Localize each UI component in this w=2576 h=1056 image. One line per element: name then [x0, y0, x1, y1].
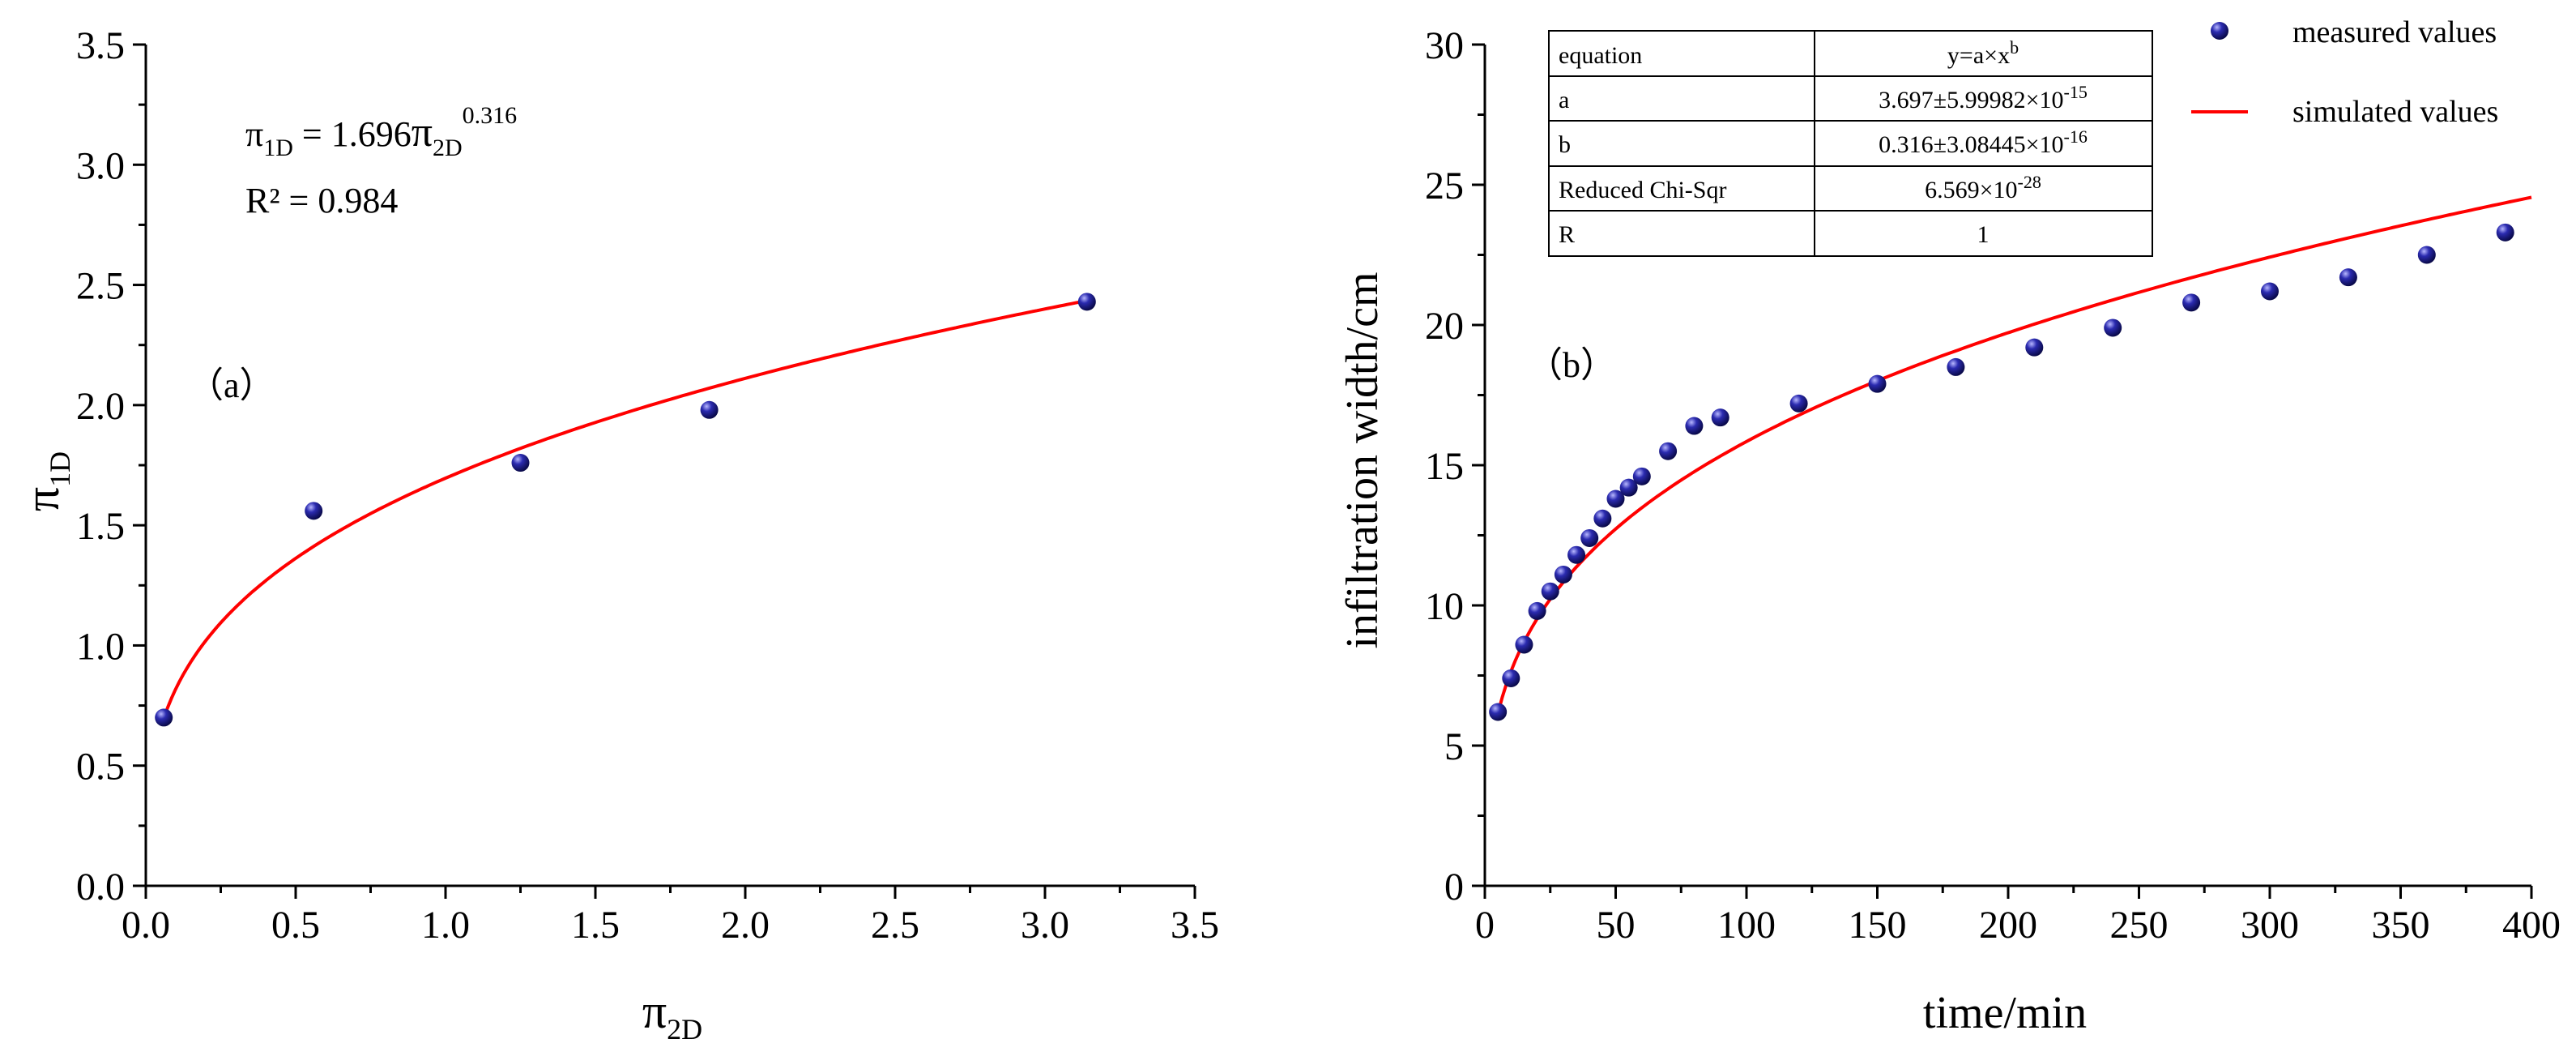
table-label-b: b	[1559, 131, 1571, 158]
legend-simulated-label: simulated values	[2292, 95, 2498, 129]
data-point	[2025, 338, 2044, 357]
y-tick-label: 0.0	[76, 866, 125, 909]
y-tick-label: 0.5	[76, 746, 125, 789]
x-tick-label: 0.5	[271, 904, 320, 947]
y-tick-label: 0	[1444, 866, 1464, 909]
x-tick-label: 300	[2241, 904, 2299, 947]
chart-b-panel-label: （b）	[1527, 345, 1616, 385]
fit-curve-line	[1496, 195, 2532, 714]
table-border	[1548, 30, 2153, 257]
data-point	[1947, 357, 1965, 376]
x-tick-label: 0.0	[122, 904, 170, 947]
chart-b-x-axis-title: time/min	[1923, 988, 2087, 1038]
x-tick-label: 50	[1597, 904, 1636, 947]
data-point	[2339, 268, 2357, 287]
x-tick-label: 1.5	[571, 904, 620, 947]
data-point	[1685, 417, 1704, 435]
table-value-b: 0.316±3.08445×10-16	[1879, 126, 2088, 158]
x-tick-label: 2.0	[721, 904, 770, 947]
data-point	[1528, 601, 1546, 620]
data-point	[700, 400, 719, 419]
y-tick-label: 15	[1425, 445, 1464, 488]
data-point	[1711, 408, 1729, 427]
legend-measured-label: measured values	[2292, 15, 2497, 49]
data-point	[1554, 565, 1572, 584]
table-label-equation: equation	[1559, 42, 1642, 69]
data-point	[2182, 293, 2201, 312]
y-tick-label: 1.5	[76, 505, 125, 548]
chart-a-x-axis-title: π2D	[642, 985, 702, 1045]
table-value-r: 1	[1977, 221, 1990, 248]
x-tick-label: 150	[1849, 904, 1907, 947]
chart-a: π1D = 1.696π2D0.316 R² = 0.984 （a） π2D π…	[15, 24, 1219, 1045]
data-point	[2496, 223, 2514, 242]
data-point	[305, 502, 323, 520]
y-tick-label: 20	[1425, 305, 1464, 348]
x-tick-label: 0	[1475, 904, 1495, 947]
x-tick-label: 1.0	[421, 904, 470, 947]
table-label-chi-sqr: Reduced Chi-Sqr	[1559, 177, 1726, 203]
x-tick-label: 200	[1979, 904, 2037, 947]
data-point	[2417, 246, 2436, 264]
x-tick-label: 400	[2502, 904, 2561, 947]
data-point	[1632, 467, 1651, 485]
chart-b-legend: measured values simulated values	[2191, 15, 2498, 129]
y-tick-label: 25	[1425, 165, 1464, 207]
data-point	[511, 454, 530, 472]
data-point	[1502, 669, 1520, 687]
chart-a-panel-label: （a）	[188, 366, 275, 405]
data-point	[2104, 319, 2122, 337]
table-value-equation: y=a×xb	[1947, 37, 2019, 69]
table-value-a: 3.697±5.99982×10-15	[1879, 82, 2088, 113]
chart-b-y-axis-title: infiltration width/cm	[1337, 271, 1388, 648]
data-point	[1567, 545, 1586, 564]
x-tick-label: 100	[1717, 904, 1776, 947]
fit-curve-line	[162, 298, 1088, 719]
x-tick-label: 3.0	[1021, 904, 1069, 947]
data-point	[1077, 293, 1096, 311]
y-tick-label: 30	[1425, 24, 1464, 67]
data-point	[1659, 442, 1678, 460]
x-tick-label: 250	[2110, 904, 2169, 947]
chart-a-r-squared: R² = 0.984	[245, 181, 398, 220]
chart-a-y-axis-title: π1D	[15, 451, 76, 511]
data-point	[1515, 635, 1533, 654]
chart-a-equation: π1D = 1.696π2D0.316	[245, 102, 517, 161]
y-tick-label: 5	[1444, 725, 1464, 768]
y-tick-label: 1.0	[76, 625, 125, 668]
data-point	[1580, 528, 1599, 547]
data-point	[1606, 490, 1625, 508]
y-tick-label: 3.0	[76, 144, 125, 187]
y-tick-label: 2.5	[76, 265, 125, 308]
data-point	[2261, 282, 2279, 301]
x-tick-label: 350	[2372, 904, 2430, 947]
data-point	[1541, 582, 1559, 601]
data-point	[1789, 394, 1808, 413]
y-tick-label: 10	[1425, 585, 1464, 628]
data-point	[1619, 478, 1638, 497]
fit-parameter-table: equation y=a×xb a 3.697±5.99982×10-15 b …	[1548, 30, 2153, 257]
data-point	[155, 708, 173, 727]
y-tick-label: 3.5	[76, 24, 125, 67]
table-label-a: a	[1559, 87, 1569, 113]
data-point	[1868, 374, 1887, 393]
y-tick-label: 2.0	[76, 385, 125, 428]
chart-b: （b） time/min infiltration width/cm measu…	[1337, 15, 2561, 1038]
legend-measured-marker	[2211, 22, 2228, 40]
x-tick-label: 3.5	[1171, 904, 1219, 947]
data-point	[1489, 703, 1508, 721]
data-point	[1593, 509, 1612, 528]
table-value-chi-sqr: 6.569×10-28	[1925, 172, 2041, 203]
table-label-r: R	[1559, 221, 1575, 248]
x-tick-label: 2.5	[871, 904, 919, 947]
